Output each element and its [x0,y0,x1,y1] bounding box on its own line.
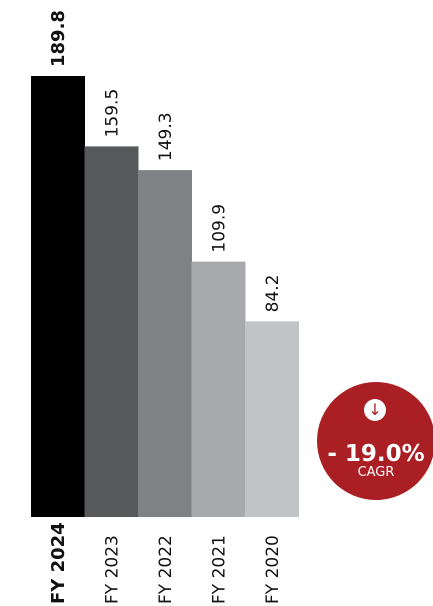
cagr-badge: ↓ - 19.0% CAGR [317,382,433,500]
cagr-label: CAGR [357,465,395,480]
category-label: FY 2024 [48,522,69,604]
category-label: FY 2022 [156,535,176,604]
category-labels-group: FY 2024 FY 2023 FY 2022 FY 2021 FY 2020 [48,522,283,604]
bar-fy-2023 [84,146,139,517]
bar-fy-2022 [138,170,192,517]
value-label: 159.5 [102,89,122,138]
value-label: 84.2 [263,275,283,313]
value-label: 109.9 [209,204,229,253]
bar-fy-2021 [191,261,246,517]
value-label: 149.3 [156,112,176,161]
category-label: FY 2021 [209,535,229,604]
category-label: FY 2020 [263,535,283,604]
value-labels-group: 189.8 159.5 149.3 109.9 84.2 [48,10,283,312]
bars-group [31,76,299,517]
category-label: FY 2023 [102,535,122,604]
bar-fy-2024 [31,76,85,517]
cagr-value: - 19.0% [327,441,425,467]
bar-fy-2020 [245,321,299,517]
value-label: 189.8 [48,10,69,67]
arrow-down-icon: ↓ [364,399,386,421]
